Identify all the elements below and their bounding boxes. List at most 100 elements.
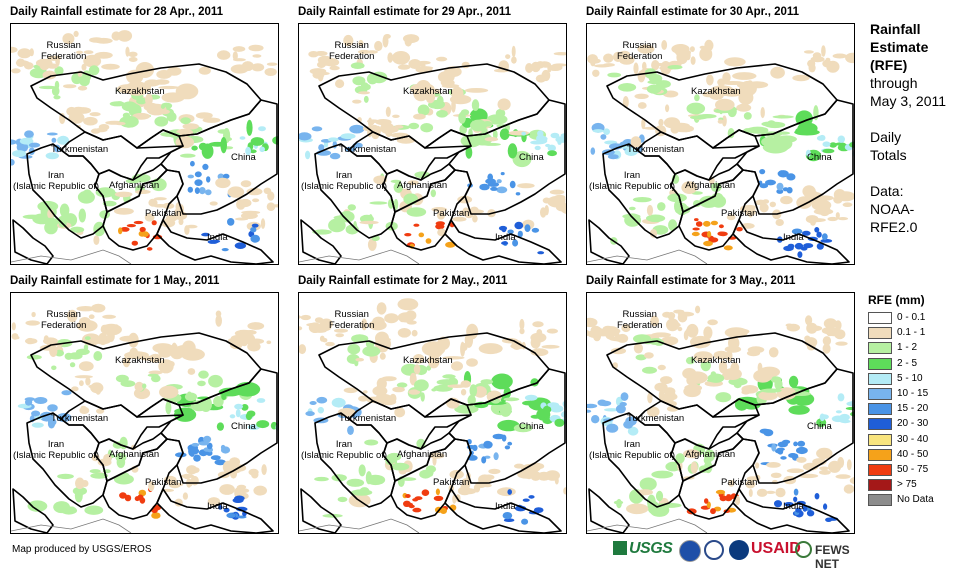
rainfall-patch [537, 251, 544, 254]
usgs-logo: USGS [613, 540, 672, 558]
rainfall-patch [647, 85, 662, 94]
rainfall-patch [462, 488, 476, 494]
rainfall-patch [132, 241, 138, 246]
rainfall-patch [220, 137, 227, 153]
rainfall-patch [507, 442, 512, 446]
rainfall-patch [621, 392, 629, 401]
rainfall-patch [227, 218, 234, 226]
map-label-pakistan: Pakistan [721, 208, 757, 219]
rainfall-patch [191, 476, 199, 486]
rainfall-patch [74, 31, 79, 37]
rainfall-patch [724, 245, 733, 250]
rainfall-patch [384, 34, 391, 39]
rainfall-patch [807, 510, 814, 516]
rainfall-patch [206, 176, 210, 182]
rainfall-patch [587, 410, 591, 413]
rainfall-patch [665, 104, 669, 112]
rainfall-patch [825, 60, 832, 66]
rainfall-patch [413, 114, 426, 120]
rainfall-patch [184, 225, 189, 235]
rainfall-patch [786, 324, 793, 327]
rainfall-patch [266, 341, 271, 345]
rainfall-patch [360, 221, 379, 225]
rainfall-patch [823, 336, 831, 346]
rainfall-patch [152, 220, 157, 225]
rainfall-patch [763, 429, 773, 436]
rainfall-patch [618, 83, 636, 92]
rainfall-patch [829, 142, 837, 147]
legend-label: 0 - 0.1 [897, 312, 925, 323]
rainfall-patch [794, 489, 799, 496]
map-label-china: China [807, 152, 832, 163]
side-through: through [870, 74, 946, 92]
rainfall-patch [234, 496, 245, 502]
rainfall-patch [75, 77, 89, 82]
rainfall-patch [392, 51, 410, 65]
rainfall-patch [335, 333, 344, 337]
map-label-kazakhstan: Kazakhstan [403, 355, 453, 366]
rainfall-patch [606, 424, 618, 433]
rainfall-patch [361, 84, 371, 91]
rainfall-patch [31, 312, 35, 317]
rainfall-patch [706, 75, 714, 86]
rainfall-patch [188, 187, 193, 193]
rainfall-patch [421, 392, 425, 401]
rainfall-patch [644, 352, 654, 358]
rainfall-patch [537, 472, 551, 481]
rainfall-patch [819, 470, 831, 475]
rainfall-patch [471, 122, 491, 125]
map-label-iran: Iran(Islamic Republic of) [301, 170, 387, 192]
rainfall-patch [25, 338, 37, 344]
rainfall-patch [142, 384, 146, 389]
rainfall-patch [221, 446, 230, 453]
rainfall-patch [547, 64, 551, 73]
rainfall-patch [142, 231, 149, 237]
rainfall-patch [651, 471, 673, 479]
rainfall-patch [531, 415, 542, 419]
legend-swatch [868, 388, 892, 400]
rainfall-patch [470, 120, 487, 132]
rainfall-patch [796, 447, 808, 454]
rainfall-patch [448, 384, 467, 388]
rainfall-patch [747, 350, 760, 356]
legend-swatch [868, 358, 892, 370]
rainfall-patch [85, 336, 91, 340]
rainfall-patch [190, 451, 195, 457]
rainfall-patch [328, 137, 339, 141]
rainfall-patch [301, 315, 311, 320]
rainfall-patch [147, 247, 153, 251]
rainfall-patch [187, 392, 192, 400]
rainfall-patch [497, 179, 502, 183]
rainfall-patch [191, 146, 197, 151]
rainfall-patch [314, 477, 329, 481]
legend-swatch [868, 464, 892, 476]
rainfall-patch [844, 484, 854, 493]
rainfall-patch [366, 471, 372, 484]
rainfall-patch [836, 410, 842, 413]
rainfall-patch [322, 338, 327, 342]
rainfall-patch [787, 468, 804, 473]
rainfall-patch [451, 87, 463, 100]
rainfall-patch [27, 355, 42, 360]
rainfall-patch [775, 488, 785, 498]
rainfall-patch [554, 52, 566, 55]
map-label-india: India [495, 501, 516, 512]
rainfall-patch [267, 191, 274, 200]
legend-label: > 75 [897, 479, 917, 490]
rainfall-patch [711, 221, 718, 226]
panel-title-1: Daily Rainfall estimate for 28 Apr., 201… [10, 6, 223, 18]
legend-swatch [868, 342, 892, 354]
rainfall-patch [603, 54, 613, 63]
rainfall-patch [673, 310, 684, 314]
rainfall-patch [102, 315, 116, 319]
map-label-kazakhstan: Kazakhstan [691, 86, 741, 97]
rainfall-patch [151, 512, 160, 519]
rainfall-patch [119, 116, 138, 128]
rainfall-patch [828, 461, 841, 473]
rainfall-patch [398, 64, 410, 69]
rainfall-patch [598, 400, 607, 406]
rainfall-patch [134, 221, 144, 224]
rainfall-patch [236, 199, 245, 210]
rainfall-patch [299, 314, 301, 319]
